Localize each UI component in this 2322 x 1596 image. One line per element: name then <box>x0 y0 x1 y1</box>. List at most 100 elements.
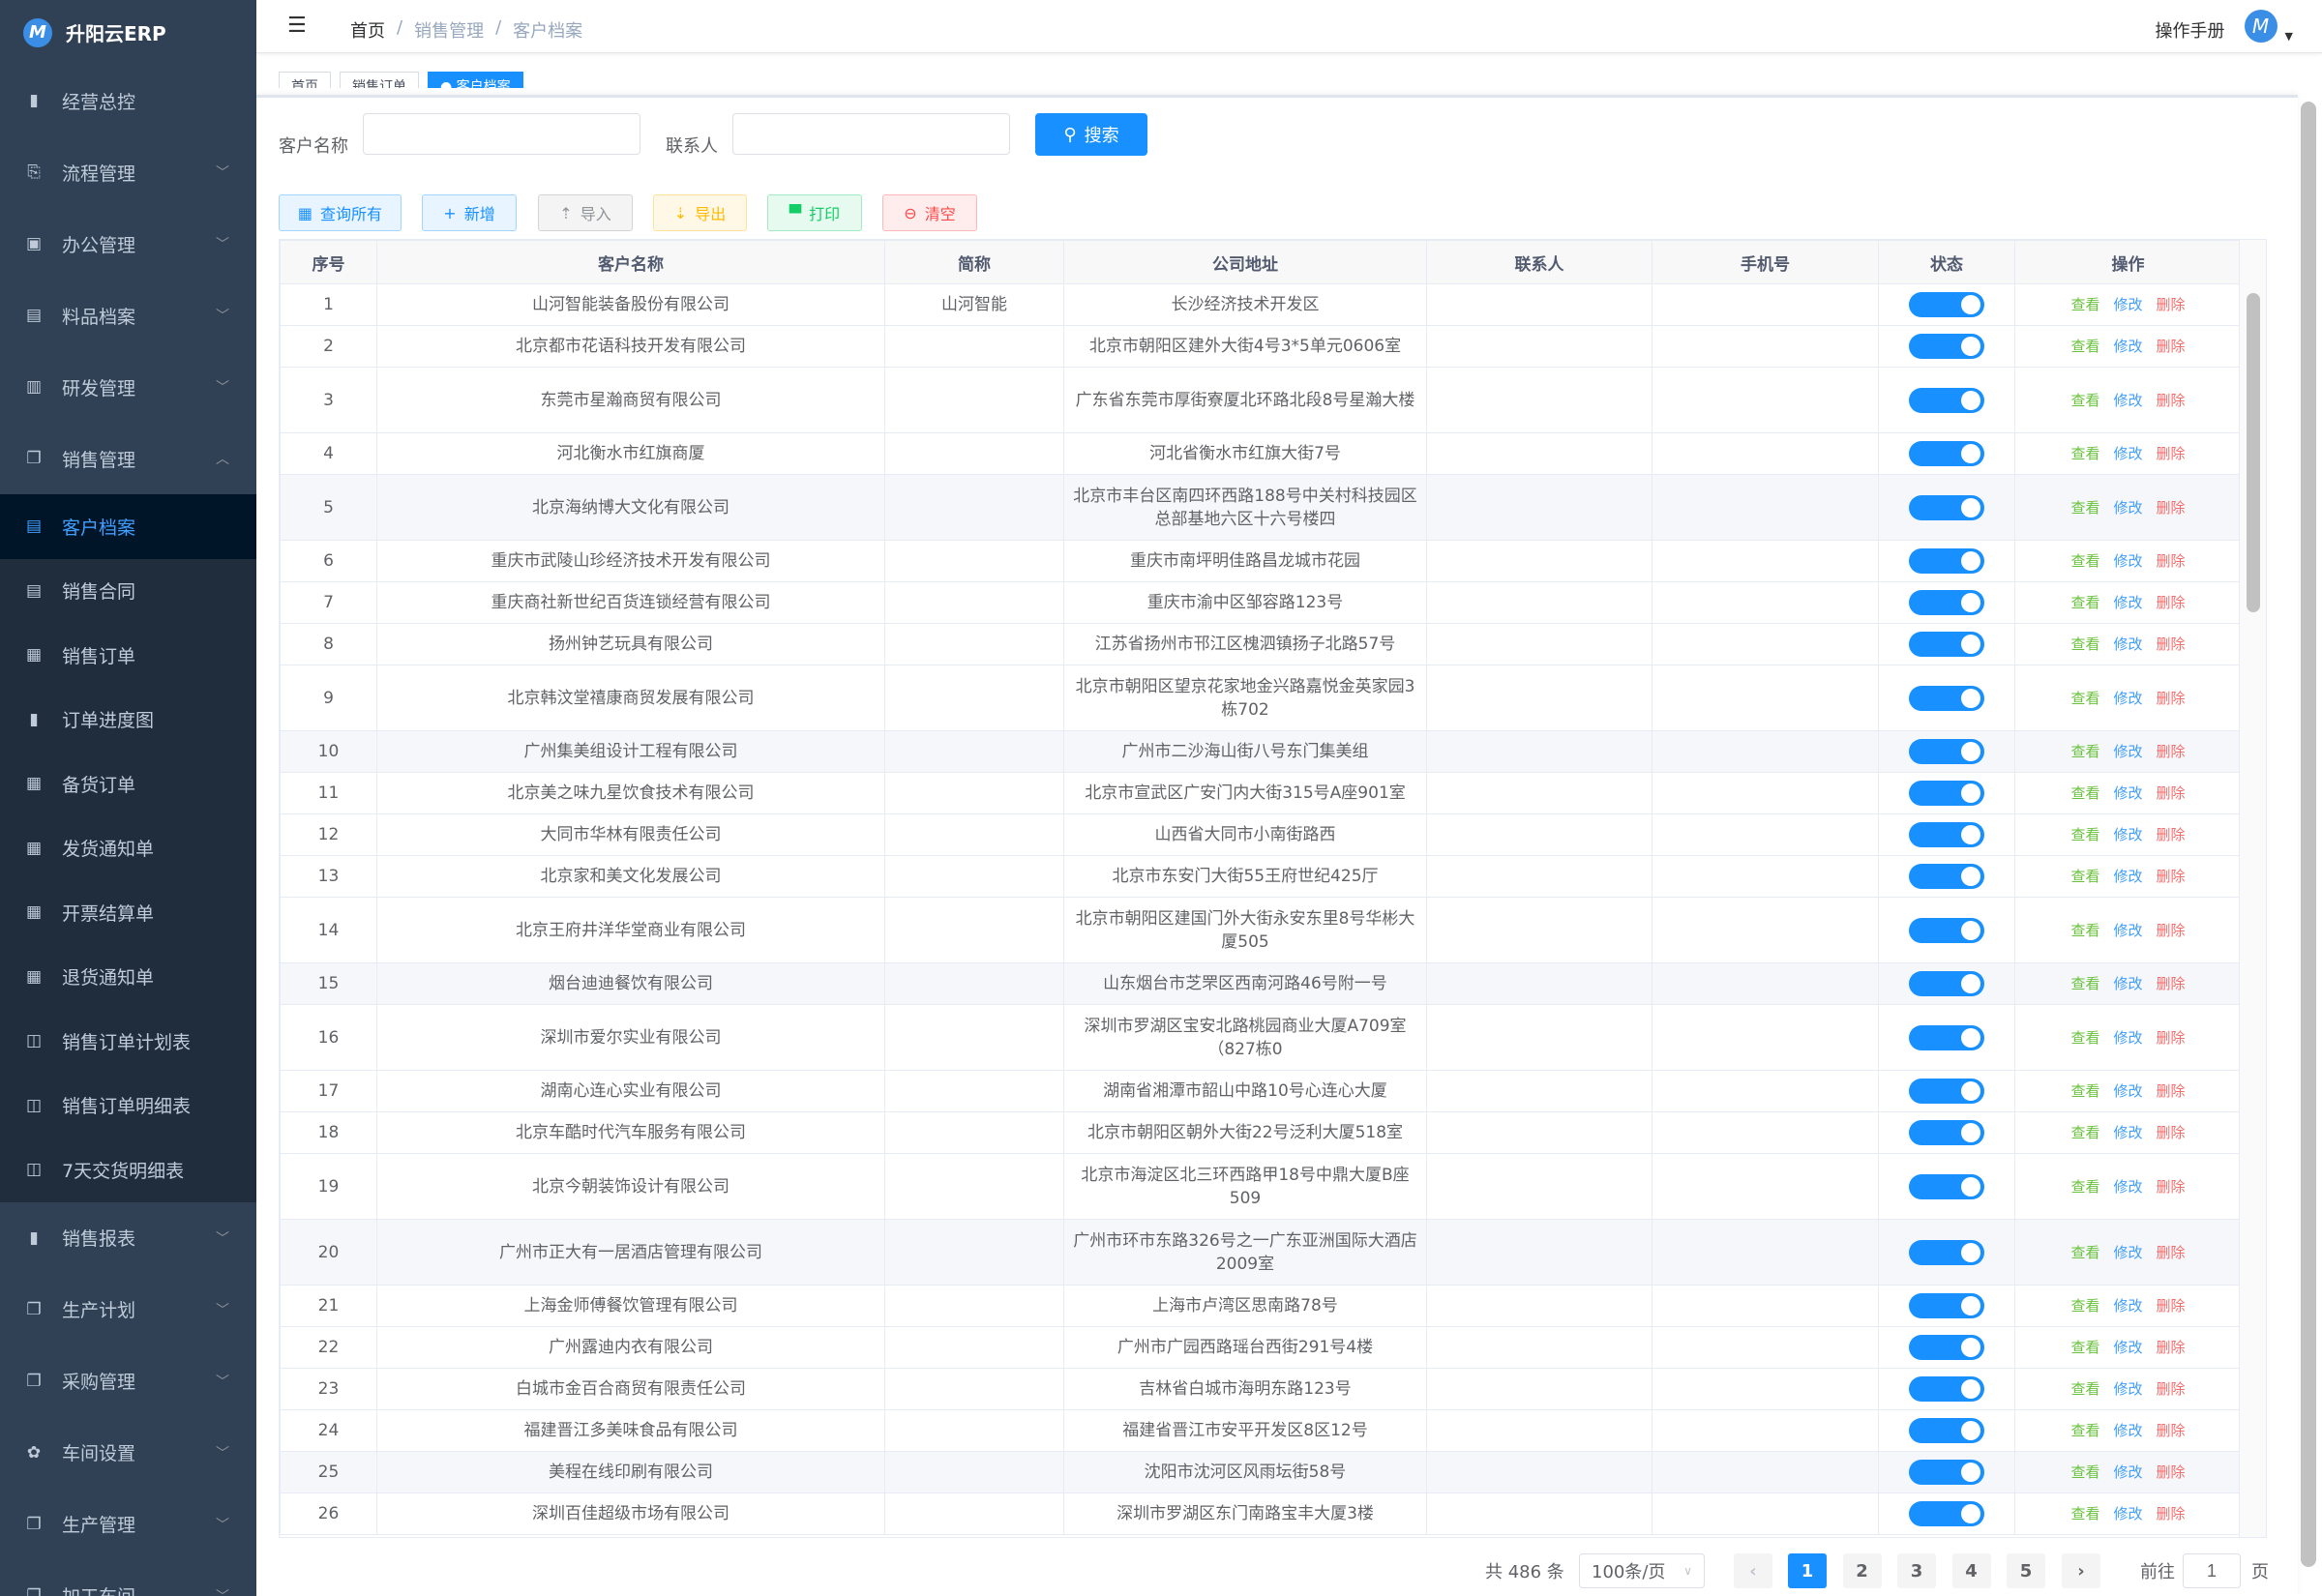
table-row[interactable]: 7 重庆商社新世纪百货连锁经营有限公司 重庆市渝中区邹容路123号 查看 修改 删除 <box>280 581 2242 624</box>
status-toggle[interactable] <box>1909 685 1984 711</box>
edit-link[interactable]: 修改 <box>2113 975 2143 992</box>
sidebar-item[interactable]: ▤ 客户档案 <box>0 494 256 559</box>
toolbar-button[interactable]: ⇡ 导入 <box>538 194 633 231</box>
status-toggle[interactable] <box>1909 1460 1984 1485</box>
delete-link[interactable]: 删除 <box>2156 975 2186 992</box>
delete-link[interactable]: 删除 <box>2156 338 2186 355</box>
avatar[interactable]: M <box>2244 10 2277 43</box>
edit-link[interactable]: 修改 <box>2113 743 2143 760</box>
toolbar-button[interactable]: + 新增 <box>422 194 517 231</box>
status-toggle[interactable] <box>1909 1120 1984 1145</box>
sidebar-item[interactable]: ◫ 7天交货明细表 <box>0 1138 256 1202</box>
edit-link[interactable]: 修改 <box>2113 1028 2143 1047</box>
page-button[interactable]: 4 <box>1951 1553 1991 1588</box>
delete-link[interactable]: 删除 <box>2156 552 2186 570</box>
manual-link[interactable]: 操作手册 <box>2155 21 2225 42</box>
sidebar-item[interactable]: ▦ 开票结算单 <box>0 880 256 945</box>
goto-page-input[interactable] <box>2183 1553 2241 1588</box>
app-logo[interactable]: M 升阳云ERP <box>0 0 256 65</box>
sidebar-item[interactable]: ▮ 经营总控 <box>0 65 256 136</box>
delete-link[interactable]: 删除 <box>2156 1505 2186 1522</box>
page-size-select[interactable]: 100条/页 ∨ <box>1579 1553 1705 1588</box>
toolbar-button[interactable]: ▀ 打印 <box>767 194 862 231</box>
status-toggle[interactable] <box>1909 632 1984 657</box>
edit-link[interactable]: 修改 <box>2113 296 2143 313</box>
table-row[interactable]: 4 河北衡水市红旗商厦 河北省衡水市红旗大街7号 查看 修改 删除 <box>280 432 2242 475</box>
delete-link[interactable]: 删除 <box>2156 1339 2186 1356</box>
edit-link[interactable]: 修改 <box>2113 1243 2143 1261</box>
table-row[interactable]: 19 北京今朝装饰设计有限公司 北京市海淀区北三环西路甲18号中鼎大厦B座509 查看… <box>280 1153 2242 1220</box>
status-toggle[interactable] <box>1909 548 1984 574</box>
edit-link[interactable]: 修改 <box>2113 1380 2143 1398</box>
status-toggle[interactable] <box>1909 1418 1984 1443</box>
status-toggle[interactable] <box>1909 822 1984 847</box>
view-link[interactable]: 查看 <box>2070 784 2100 802</box>
page-scrollbar[interactable] <box>2301 102 2316 1567</box>
view-link[interactable]: 查看 <box>2070 445 2100 462</box>
edit-link[interactable]: 修改 <box>2113 689 2143 707</box>
table-scrollbar-thumb[interactable] <box>2247 293 2260 612</box>
edit-link[interactable]: 修改 <box>2113 635 2143 653</box>
status-toggle[interactable] <box>1909 864 1984 889</box>
table-row[interactable]: 8 扬州钟艺玩具有限公司 江苏省扬州市邗江区槐泗镇扬子北路57号 查看 修改 删除 <box>280 623 2242 665</box>
table-row[interactable]: 21 上海金师傅餐饮管理有限公司 上海市卢湾区思南路78号 查看 修改 删除 <box>280 1285 2242 1327</box>
sidebar-item[interactable]: ▮ 订单进度图 <box>0 688 256 753</box>
sidebar-item[interactable]: ❐ 生产管理 ﹀ <box>0 1489 256 1560</box>
edit-link[interactable]: 修改 <box>2113 784 2143 802</box>
delete-link[interactable]: 删除 <box>2156 1028 2186 1047</box>
view-link[interactable]: 查看 <box>2070 594 2100 611</box>
delete-link[interactable]: 删除 <box>2156 635 2186 653</box>
edit-link[interactable]: 修改 <box>2113 391 2143 409</box>
delete-link[interactable]: 删除 <box>2156 826 2186 843</box>
status-toggle[interactable] <box>1909 971 1984 996</box>
delete-link[interactable]: 删除 <box>2156 868 2186 885</box>
status-toggle[interactable] <box>1909 494 1984 520</box>
breadcrumb-sales[interactable]: 销售管理 <box>414 21 485 42</box>
delete-link[interactable]: 删除 <box>2156 1082 2186 1100</box>
delete-link[interactable]: 删除 <box>2156 1124 2186 1141</box>
view-link[interactable]: 查看 <box>2070 1463 2100 1481</box>
view-link[interactable]: 查看 <box>2070 1422 2100 1439</box>
sidebar-item[interactable]: ▦ 备货订单 <box>0 752 256 816</box>
delete-link[interactable]: 删除 <box>2156 296 2186 313</box>
status-toggle[interactable] <box>1909 1024 1984 1050</box>
edit-link[interactable]: 修改 <box>2113 921 2143 939</box>
table-row[interactable]: 9 北京韩汶堂禧康商贸发展有限公司 北京市朝阳区望京花家地金兴路嘉悦金英家园3栋70… <box>280 665 2242 731</box>
edit-link[interactable]: 修改 <box>2113 1124 2143 1141</box>
sidebar-item[interactable]: ❐ 加工车间 ﹀ <box>0 1560 256 1596</box>
view-link[interactable]: 查看 <box>2070 689 2100 707</box>
edit-link[interactable]: 修改 <box>2113 338 2143 355</box>
view-link[interactable]: 查看 <box>2070 868 2100 885</box>
table-row[interactable]: 11 北京美之味九星饮食技术有限公司 北京市宣武区广安门内大街315号A座901室 查… <box>280 772 2242 814</box>
table-row[interactable]: 16 深圳市爱尔实业有限公司 深圳市罗湖区宝安北路桃园商业大厦A709室（827栋0… <box>280 1004 2242 1071</box>
tab-customer-archive[interactable]: ● 客户档案 <box>428 72 523 88</box>
sidebar-item[interactable]: ◫ 销售订单明细表 <box>0 1074 256 1138</box>
view-link[interactable]: 查看 <box>2070 498 2100 517</box>
sidebar-item[interactable]: ▦ 发货通知单 <box>0 816 256 881</box>
search-button[interactable]: ⚲ 搜索 <box>1035 113 1147 156</box>
delete-link[interactable]: 删除 <box>2156 1380 2186 1398</box>
prev-page-button[interactable]: ‹ <box>1734 1553 1772 1588</box>
sidebar-item[interactable]: ❐ 生产计划 ﹀ <box>0 1274 256 1345</box>
sidebar-item[interactable]: ❐ 销售管理 ︿ <box>0 423 256 494</box>
view-link[interactable]: 查看 <box>2070 1339 2100 1356</box>
view-link[interactable]: 查看 <box>2070 635 2100 653</box>
status-toggle[interactable] <box>1909 1293 1984 1318</box>
page-button[interactable]: 5 <box>2007 1553 2045 1588</box>
table-row[interactable]: 23 白城市金百合商贸有限责任公司 吉林省白城市海明东路123号 查看 修改 删除 <box>280 1368 2242 1410</box>
sidebar-item[interactable]: ◫ 销售订单计划表 <box>0 1009 256 1074</box>
edit-link[interactable]: 修改 <box>2113 868 2143 885</box>
customer-name-input[interactable] <box>363 113 640 155</box>
delete-link[interactable]: 删除 <box>2156 1422 2186 1439</box>
edit-link[interactable]: 修改 <box>2113 826 2143 843</box>
status-toggle[interactable] <box>1909 739 1984 764</box>
table-row[interactable]: 25 美程在线印刷有限公司 沈阳市沈河区风雨坛街58号 查看 修改 删除 <box>280 1451 2242 1493</box>
status-toggle[interactable] <box>1909 387 1984 413</box>
table-row[interactable]: 2 北京都市花语科技开发有限公司 北京市朝阳区建外大街4号3*5单元0606室 查看修… <box>280 325 2242 368</box>
view-link[interactable]: 查看 <box>2070 338 2100 355</box>
view-link[interactable]: 查看 <box>2070 1028 2100 1047</box>
edit-link[interactable]: 修改 <box>2113 1297 2143 1315</box>
status-toggle[interactable] <box>1909 781 1984 806</box>
table-row[interactable]: 17 湖南心连心实业有限公司 湖南省湘潭市韶山中路10号心连心大厦 查看 修改 删除 <box>280 1070 2242 1112</box>
delete-link[interactable]: 删除 <box>2156 921 2186 939</box>
